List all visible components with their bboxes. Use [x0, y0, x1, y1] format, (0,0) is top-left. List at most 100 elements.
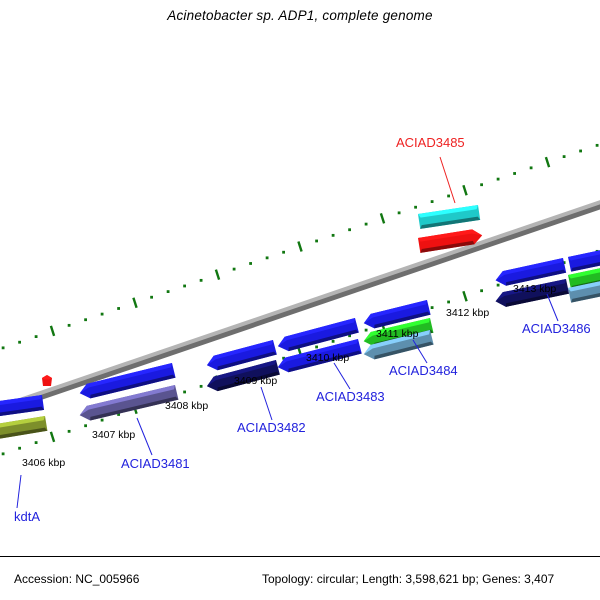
- scale-major-tick: [49, 325, 56, 337]
- scale-minor-tick: [529, 166, 533, 170]
- tick-label-3412-kbp: 3412 kbp: [446, 307, 489, 319]
- leader-line-kdtA: [16, 474, 22, 509]
- scale-minor-tick: [331, 339, 335, 343]
- gene-highlight: [277, 318, 355, 347]
- scale-minor-tick: [117, 413, 120, 416]
- scale-minor-tick: [331, 233, 335, 237]
- tick-label-3407-kbp: 3407 kbp: [92, 429, 135, 441]
- gene-3483-upper[interactable]: [276, 318, 359, 353]
- leader-lines-layer: [16, 156, 559, 509]
- gene-labels-layer: kdtA ACIAD3481 ACIAD3482 ACIAD3483 ACIAD3484…: [14, 135, 591, 524]
- gene-highlight: [418, 229, 483, 242]
- gene-label-ACIAD3484[interactable]: ACIAD3484: [389, 363, 458, 378]
- gene-3486-upper[interactable]: [494, 258, 567, 288]
- scale-minor-tick: [1, 452, 5, 456]
- gene-3482-upper[interactable]: [205, 340, 277, 373]
- scale-major-tick: [132, 297, 138, 309]
- scale-minor-tick: [249, 262, 252, 265]
- gene-kdtA-upper[interactable]: [0, 395, 45, 419]
- gene-highlight: [418, 205, 478, 218]
- scale-major-tick: [214, 269, 221, 280]
- gene-highlight: [0, 415, 46, 435]
- scale-minor-tick: [430, 200, 434, 203]
- scale-minor-tick: [315, 345, 318, 349]
- scale-minor-tick: [364, 328, 368, 332]
- gene-label-ACIAD3485[interactable]: ACIAD3485: [396, 135, 465, 150]
- scale-minor-tick: [67, 429, 71, 433]
- gene-highlight: [568, 244, 600, 261]
- gene-shadow: [374, 341, 434, 360]
- genome-backbone: [0, 200, 600, 414]
- scale-minor-tick: [397, 211, 401, 215]
- scale-major-tick: [49, 431, 56, 443]
- gene-3485-red[interactable]: [418, 228, 483, 253]
- scale-minor-tick: [150, 295, 153, 299]
- scale-minor-tick: [513, 172, 516, 175]
- footer-accession: Accession: NC_005966: [14, 572, 140, 586]
- gene-label-kdtA[interactable]: kdtA: [14, 509, 40, 524]
- scale-minor-tick: [166, 290, 170, 293]
- scale-minor-tick: [265, 256, 269, 260]
- scale-minor-tick: [232, 267, 236, 271]
- gene-label-ACIAD3482[interactable]: ACIAD3482: [237, 420, 306, 435]
- page-title: Acinetobacter sp. ADP1, complete genome: [167, 8, 433, 23]
- gene-highlight: [363, 329, 431, 355]
- scale-minor-tick: [282, 356, 285, 360]
- gene-3483-lower[interactable]: [276, 339, 362, 375]
- gene-features-layer: [0, 205, 600, 442]
- scale-major-tick: [544, 156, 551, 168]
- leader-line-ACIAD3485: [439, 156, 456, 204]
- red-marker[interactable]: [42, 375, 52, 386]
- gene-3485-cyan[interactable]: [418, 205, 481, 229]
- gene-3481-lower[interactable]: [78, 385, 179, 423]
- leader-line-ACIAD3482: [260, 386, 273, 421]
- scale-minor-tick: [199, 384, 203, 388]
- scale-minor-tick: [447, 300, 450, 304]
- gene-label-ACIAD3483[interactable]: ACIAD3483: [316, 389, 385, 404]
- tick-label-3410-kbp: 3410 kbp: [306, 352, 349, 364]
- scale-minor-tick: [100, 418, 104, 422]
- scale-minor-tick: [183, 284, 186, 288]
- tick-label-3409-kbp: 3409 kbp: [234, 375, 277, 387]
- gene-highlight: [495, 279, 566, 302]
- red-marker[interactable]: [42, 375, 52, 386]
- leader-line-ACIAD3481: [136, 417, 153, 456]
- gene-3482-lower[interactable]: [205, 360, 280, 393]
- scale-minor-tick: [84, 424, 87, 428]
- scale-minor-tick: [282, 250, 285, 254]
- gene-shadow: [374, 311, 431, 329]
- scale-minor-tick: [315, 239, 318, 243]
- scale-minor-tick: [34, 441, 38, 444]
- gene-shadow: [90, 396, 179, 421]
- scale-minor-tick: [430, 306, 434, 309]
- tick-label-3413-kbp: 3413 kbp: [513, 283, 556, 295]
- scale-minor-tick: [562, 261, 566, 264]
- footer-divider: [0, 556, 600, 557]
- gene-3484-upper[interactable]: [362, 299, 431, 331]
- scale-minor-tick: [496, 177, 500, 181]
- gene-highlight: [206, 360, 277, 387]
- gene-label-ACIAD3481[interactable]: ACIAD3481: [121, 456, 190, 471]
- scale-minor-tick: [414, 205, 417, 209]
- scale-minor-tick: [595, 143, 599, 147]
- gene-right-upper[interactable]: [568, 244, 600, 272]
- scale-minor-tick: [18, 340, 21, 344]
- scale-minor-tick: [348, 228, 351, 232]
- tick-label-3408-kbp: 3408 kbp: [165, 400, 208, 412]
- gene-highlight: [79, 385, 175, 416]
- scale-minor-tick: [348, 334, 351, 338]
- gene-highlight: [79, 363, 172, 394]
- gene-3481-upper[interactable]: [78, 363, 176, 401]
- gene-label-ACIAD3486[interactable]: ACIAD3486: [522, 321, 591, 336]
- gene-3484-low[interactable]: [362, 329, 434, 362]
- leader-line-ACIAD3483: [333, 362, 351, 390]
- scale-minor-tick: [579, 149, 582, 153]
- tick-label-3406-kbp: 3406 kbp: [22, 457, 65, 469]
- scale-minor-tick: [84, 318, 87, 322]
- scale-minor-tick: [1, 346, 5, 350]
- gene-body: [418, 229, 483, 253]
- gene-3486-lower[interactable]: [494, 279, 570, 309]
- scale-major-tick: [297, 241, 303, 252]
- gene-kdtA-lower[interactable]: [0, 415, 48, 442]
